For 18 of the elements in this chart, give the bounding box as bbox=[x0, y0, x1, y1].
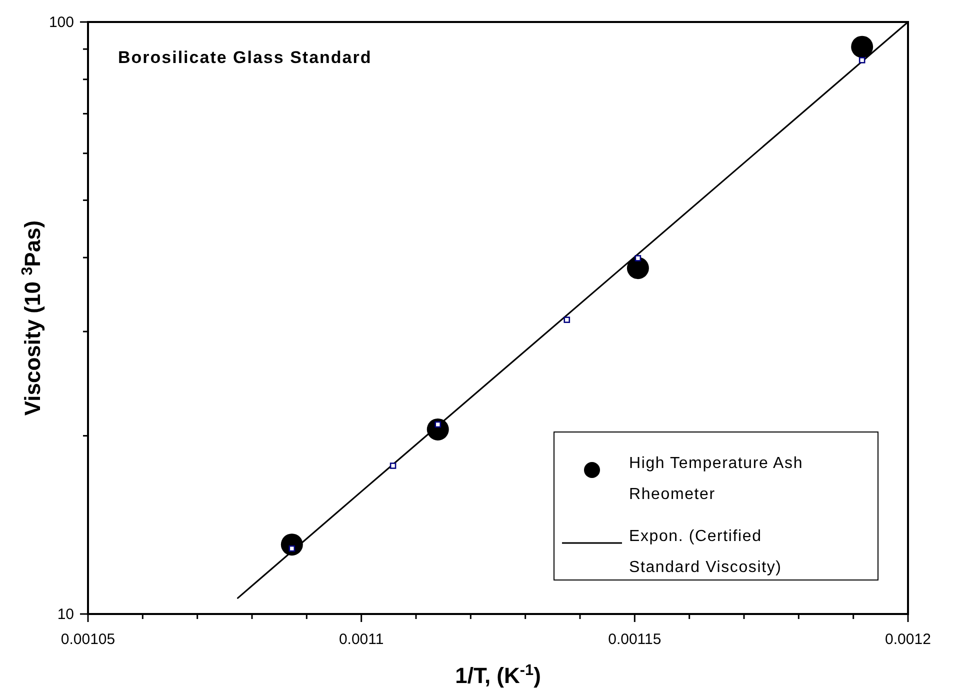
y-tick-label: 100 bbox=[48, 14, 74, 31]
x-tick-label: 0.00115 bbox=[608, 631, 662, 648]
point bbox=[851, 36, 874, 58]
x-tick-label: 0.0012 bbox=[885, 631, 931, 648]
point bbox=[634, 255, 642, 262]
point bbox=[288, 545, 296, 552]
point bbox=[434, 421, 442, 428]
text: Borosilicate Glass Standard bbox=[118, 48, 372, 67]
legend-label: High Temperature Ash Rheometer bbox=[629, 455, 804, 503]
y-tick-label: 10 bbox=[57, 606, 74, 623]
x-axis-title: 1/T, (K$^{-1}$) bbox=[455, 662, 541, 688]
x-tick-label: 0.00105 bbox=[60, 631, 116, 648]
point bbox=[390, 462, 396, 469]
x-tick-label: 0.0011 bbox=[338, 631, 384, 648]
point bbox=[564, 316, 570, 323]
point bbox=[858, 57, 866, 64]
point bbox=[626, 257, 649, 280]
legend-label: Expon. (Certified Standard Viscosity) bbox=[629, 528, 782, 576]
